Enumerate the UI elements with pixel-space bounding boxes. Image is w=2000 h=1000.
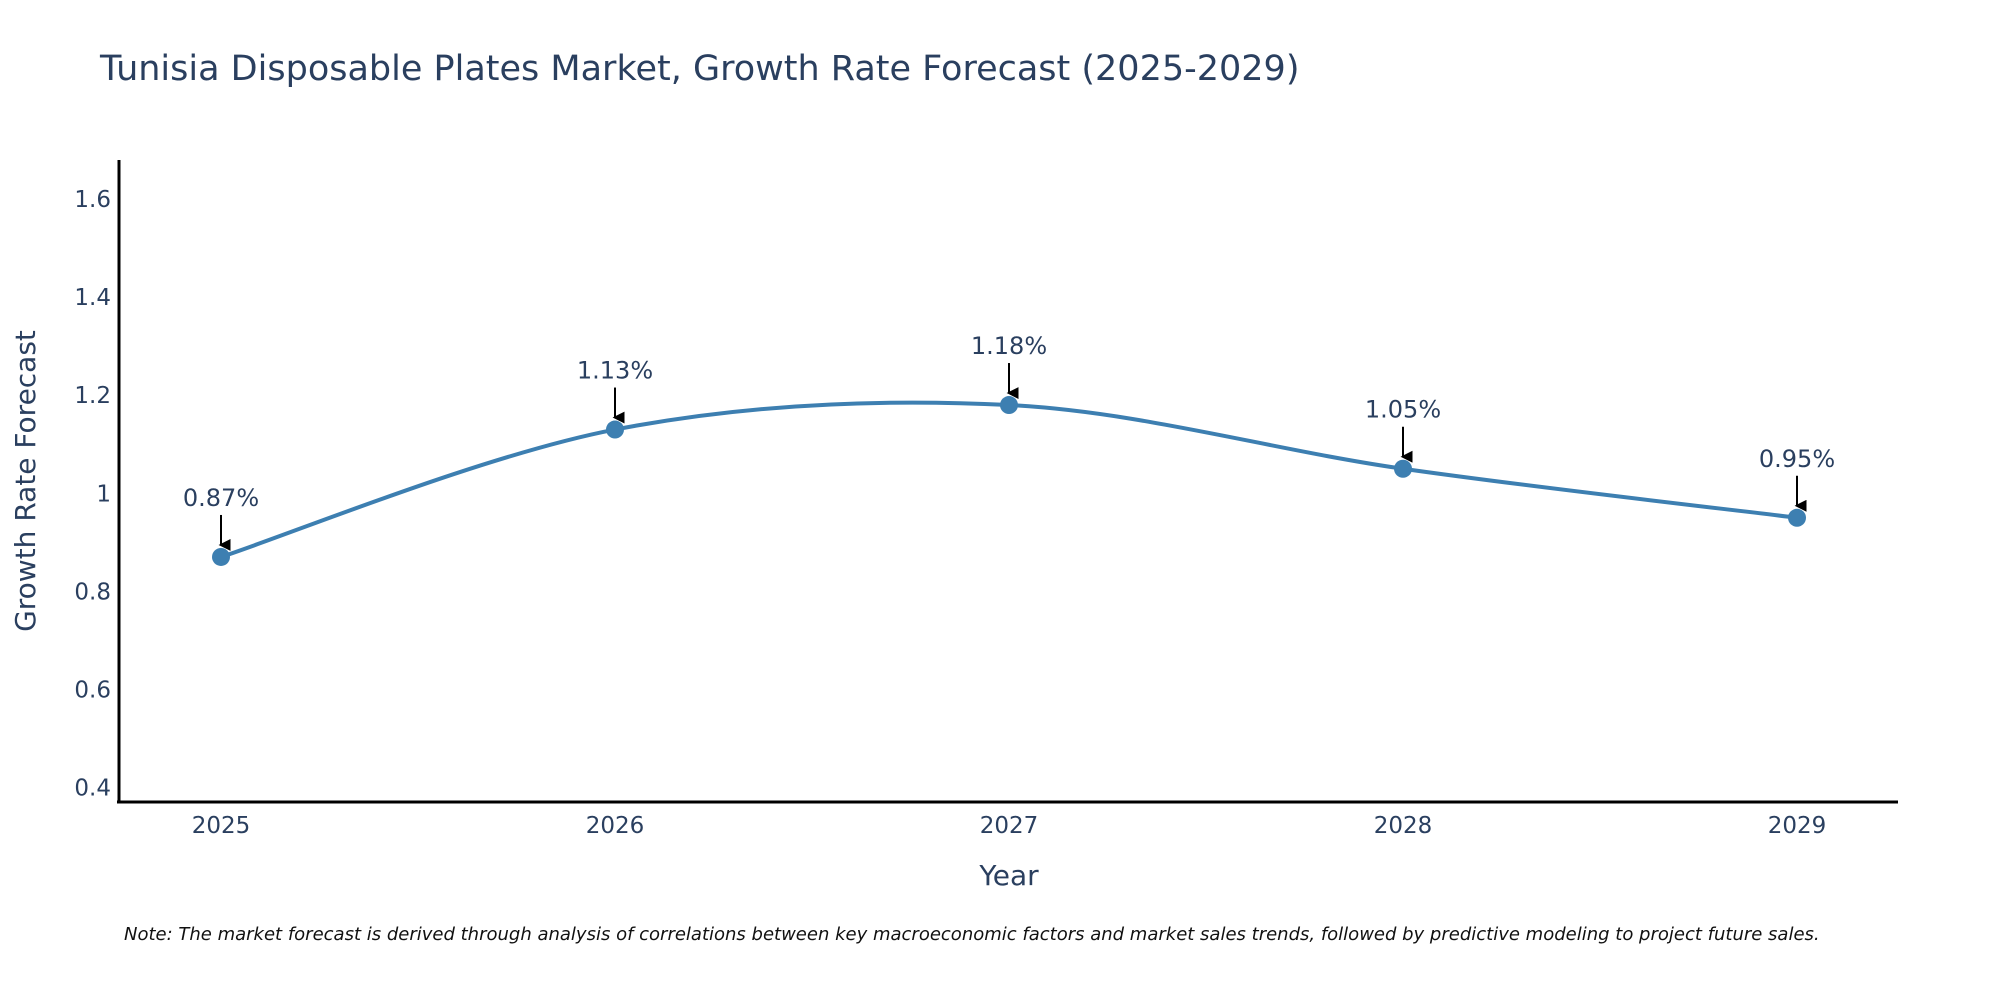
data-point[interactable] [606,420,624,439]
x-tick-label: 2029 [1768,813,1827,839]
data-label: 0.95% [1759,445,1835,473]
y-tick-label: 1.2 [74,383,111,409]
series-line [219,400,1799,559]
data-point[interactable] [1788,508,1806,527]
y-tick-label: 1.4 [74,285,111,311]
y-tick-label: 0.6 [74,677,111,703]
x-axis-ticks: 2025 2026 2027 2028 2029 [192,813,1827,839]
data-point[interactable] [1394,459,1412,478]
y-tick-label: 0.8 [74,579,111,605]
y-axis-ticks: 0.4 0.6 0.8 1 1.2 1.4 1.6 [74,187,111,801]
x-axis-title: Year [978,859,1039,892]
x-tick-label: 2028 [1374,813,1433,839]
y-axis-title: Growth Rate Forecast [9,330,42,632]
data-point[interactable] [1000,396,1018,415]
data-label: 1.05% [1365,396,1441,424]
footnote: Note: The market forecast is derived thr… [124,924,1820,945]
data-label: 0.87% [183,484,259,512]
y-tick-label: 1.6 [74,187,111,213]
x-tick-label: 2025 [192,813,251,839]
chart-title: Tunisia Disposable Plates Market, Growth… [99,49,1299,89]
x-tick-label: 2026 [586,813,645,839]
plot-area: 0.87% 1.13% 1.18% 1.05% 0.95% [183,332,1835,566]
y-tick-label: 1 [96,481,111,507]
data-point[interactable] [212,547,230,566]
data-label: 1.13% [577,357,653,385]
data-label: 1.18% [971,332,1047,360]
y-tick-label: 0.4 [74,775,111,801]
x-tick-label: 2027 [980,813,1039,839]
